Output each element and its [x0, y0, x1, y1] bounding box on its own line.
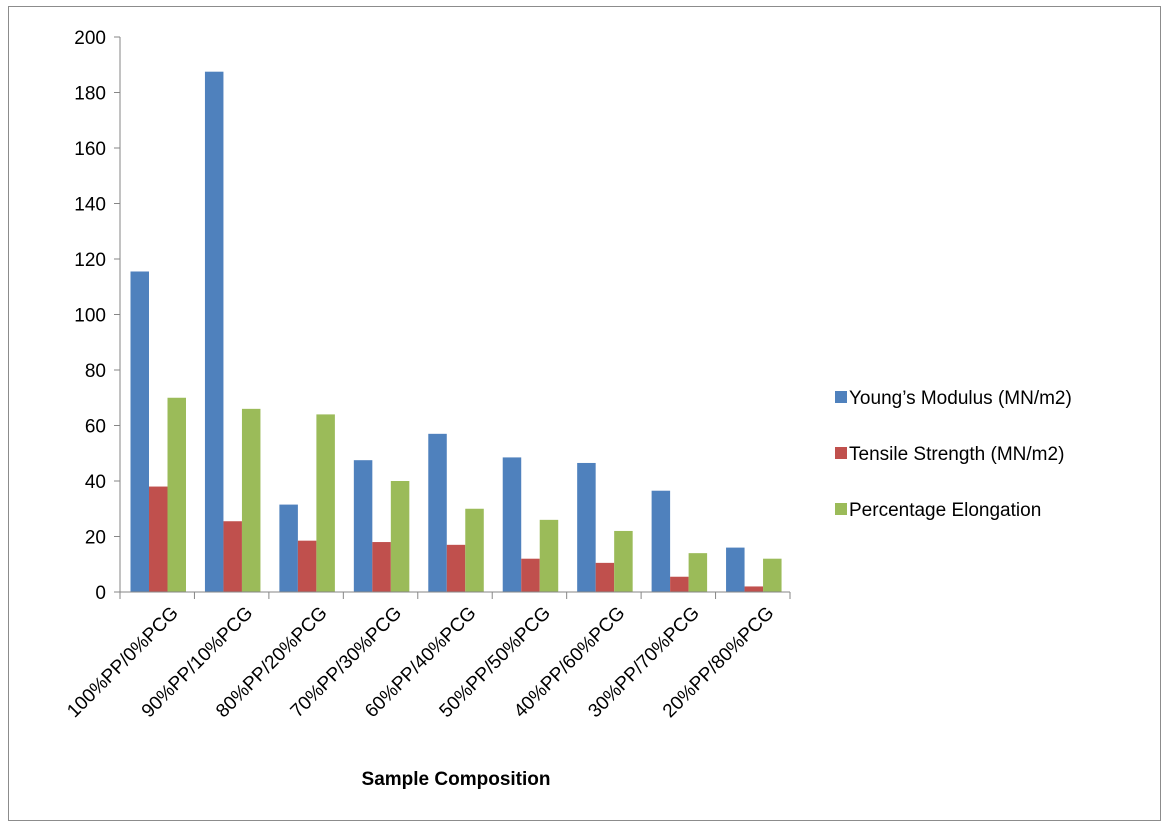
- y-tick-label: 200: [74, 28, 106, 49]
- bar: [223, 521, 242, 592]
- bar: [539, 519, 559, 592]
- y-tick-label: 180: [74, 84, 106, 105]
- y-tick-label: 120: [74, 250, 106, 271]
- y-tick-label: 40: [85, 472, 106, 493]
- legend-label: Tensile Strength (MN/m2): [849, 444, 1064, 465]
- y-axis-ticks: 0 20 40 60 80 100 120 140 160 180 200: [74, 28, 120, 604]
- legend-label: Percentage Elongation: [849, 500, 1041, 521]
- bar: [577, 462, 596, 592]
- bar: [390, 481, 410, 592]
- bar: [279, 504, 298, 592]
- y-tick-label: 140: [74, 195, 106, 216]
- legend-swatch: [835, 447, 847, 459]
- chart-frame: [8, 6, 1161, 821]
- bar: [149, 486, 168, 592]
- bar: [353, 460, 373, 592]
- bar: [688, 553, 708, 592]
- bar: [521, 558, 540, 592]
- bar: [726, 547, 745, 592]
- bar: [446, 544, 466, 592]
- bar: [465, 508, 484, 592]
- y-tick-label: 80: [85, 361, 106, 382]
- bar: [316, 414, 335, 592]
- bar: [763, 558, 782, 592]
- x-axis-ticks: 100%PP/0%PCG90%PP/10%PCG80%PP/20%PCG70%P…: [63, 592, 791, 722]
- bar: [130, 271, 149, 592]
- bar: [651, 490, 671, 592]
- bar: [428, 433, 447, 592]
- legend-swatch: [835, 391, 847, 403]
- bar: [167, 397, 186, 592]
- y-tick-label: 100: [74, 306, 106, 327]
- bar: [297, 540, 317, 592]
- bar: [372, 542, 391, 592]
- bar: [502, 457, 522, 592]
- y-tick-label: 60: [85, 417, 106, 438]
- bar: [241, 408, 261, 592]
- legend-label: Young’s Modulus (MN/m2): [849, 388, 1072, 409]
- y-tick-label: 20: [85, 528, 106, 549]
- y-tick-label: 0: [95, 583, 106, 604]
- legend-swatch: [835, 503, 847, 515]
- bar: [595, 562, 615, 592]
- bars-group: [130, 71, 782, 592]
- legend: Young’s Modulus (MN/m2) Tensile Strength …: [835, 388, 1072, 521]
- bar: [670, 576, 689, 592]
- x-axis-title: Sample Composition: [362, 769, 551, 790]
- y-tick-label: 160: [74, 139, 106, 160]
- bar: [204, 71, 224, 592]
- bar: [744, 586, 764, 592]
- bar: [614, 530, 633, 592]
